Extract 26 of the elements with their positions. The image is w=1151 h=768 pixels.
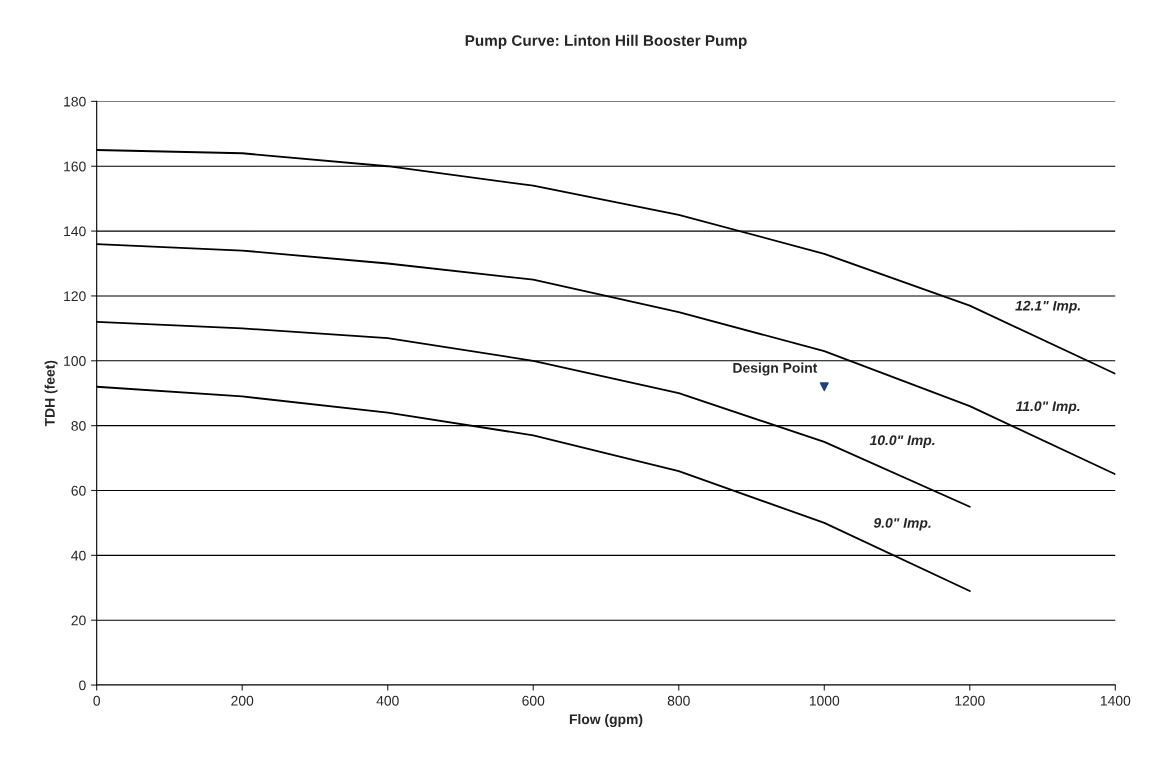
y-tick-label: 140	[64, 226, 86, 237]
y-tick-label: 40	[71, 550, 86, 561]
y-tick-label: 80	[71, 420, 86, 431]
x-tick-label: 800	[667, 695, 690, 706]
x-tick-label: 200	[231, 695, 254, 706]
x-tick-label: 400	[376, 695, 399, 706]
y-tick-label: 120	[64, 291, 86, 302]
y-tick-label: 160	[64, 161, 86, 172]
chart-title: Pump Curve: Linton Hill Booster Pump	[465, 34, 747, 49]
series-label: 11.0" Imp.	[1015, 401, 1080, 414]
series-label: 10.0" Imp.	[869, 435, 935, 448]
x-tick-label: 1400	[1100, 695, 1131, 706]
x-tick-label: 0	[93, 695, 100, 706]
series-label: Design Point	[733, 362, 818, 376]
series-label: 9.0" Imp.	[873, 518, 931, 531]
y-axis-title: TDH (feet)	[44, 360, 58, 427]
y-tick-label: 60	[71, 485, 86, 496]
y-tick-label: 20	[71, 615, 86, 626]
x-tick-label: 600	[522, 695, 545, 706]
y-tick-label: 100	[64, 356, 86, 366]
x-tick-label: 1000	[809, 695, 840, 706]
x-axis-title: Flow (gpm)	[569, 713, 643, 727]
y-tick-label: 180	[64, 96, 86, 107]
series-label: 12.1" Imp.	[1015, 300, 1080, 314]
x-tick-label: 1200	[955, 695, 985, 706]
y-tick-label: 0	[79, 680, 86, 691]
